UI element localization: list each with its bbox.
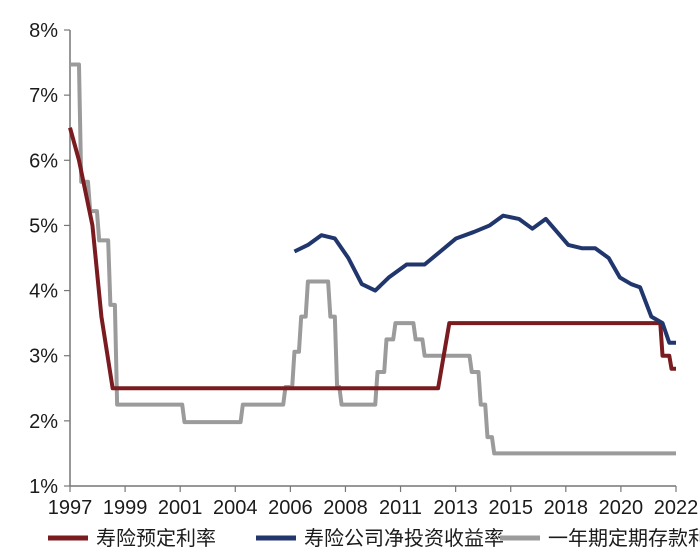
y-tick-label: 2% (29, 411, 58, 433)
chart-canvas: 1% 2% 3% 4% 5% 6% 7% 8% 1997 1999 2001 2004 2006 2008… (0, 0, 700, 556)
y-tick-label: 8% (29, 20, 58, 42)
y-tick-label: 3% (29, 346, 58, 368)
x-tick-label: 2018 (544, 497, 589, 519)
x-tick-label: 1999 (103, 497, 148, 519)
x-tick-label: 2011 (379, 497, 422, 519)
y-tick-label: 6% (29, 150, 58, 172)
x-tick-label: 2015 (488, 497, 533, 519)
legend-label-one-year-deposit-rate: 一年期定期存款利率 (548, 527, 700, 550)
y-tick-label: 7% (29, 85, 58, 107)
x-tick-label: 2006 (268, 497, 313, 519)
x-tick-label: 2020 (599, 497, 644, 519)
x-tick-label: 2008 (323, 497, 368, 519)
x-tick-label: 1997 (48, 497, 93, 519)
legend-label-life-insurance-rate: 寿险预定利率 (96, 527, 216, 550)
legend-label-insurer-net-inv-return: 寿险公司净投资收益率 (304, 527, 504, 550)
rate-comparison-chart: 1% 2% 3% 4% 5% 6% 7% 8% 1997 1999 2001 2004 2006 2008… (0, 0, 700, 556)
y-tick-label: 1% (29, 476, 58, 498)
x-tick-label: 2004 (213, 497, 258, 519)
x-tick-label: 2022 (654, 497, 699, 519)
y-tick-label: 5% (29, 215, 58, 237)
x-tick-label: 2001 (158, 497, 203, 519)
y-tick-label: 4% (29, 281, 58, 303)
x-tick-label: 2013 (433, 497, 478, 519)
